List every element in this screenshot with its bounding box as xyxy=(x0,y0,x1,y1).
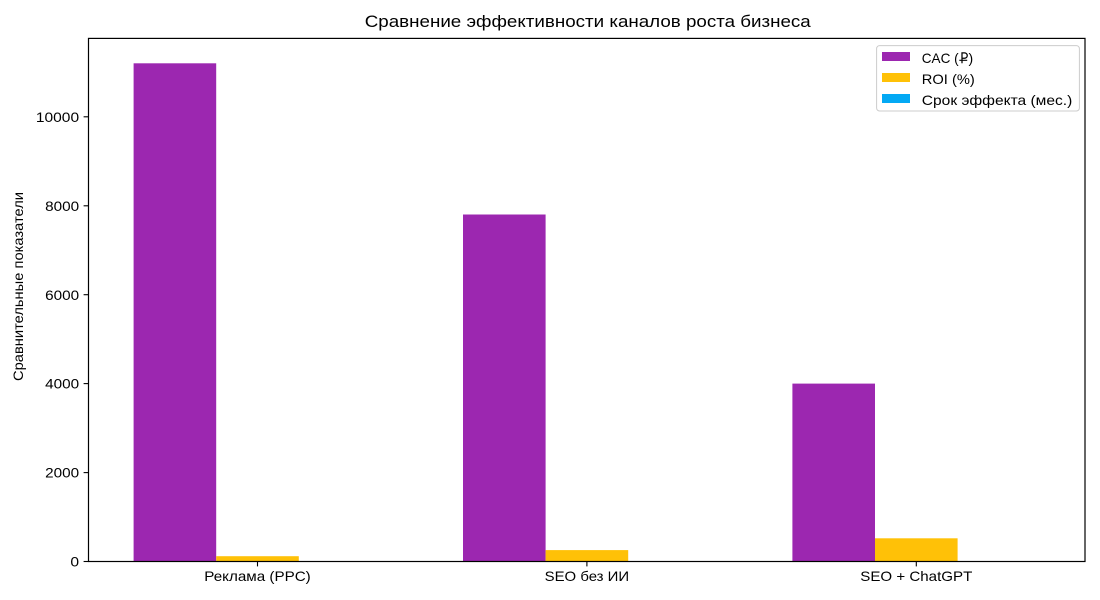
svg-text:Срок эффекта (мес.): Срок эффекта (мес.) xyxy=(922,92,1073,108)
svg-text:8000: 8000 xyxy=(45,198,79,214)
svg-text:ROI (%): ROI (%) xyxy=(922,71,975,87)
svg-text:4000: 4000 xyxy=(45,376,79,392)
svg-text:): ) xyxy=(969,50,974,66)
svg-text:Сравнение эффективности канало: Сравнение эффективности каналов роста би… xyxy=(365,12,812,31)
svg-text:CAC (: CAC ( xyxy=(922,50,959,66)
svg-text:SEO без ИИ: SEO без ИИ xyxy=(545,568,630,584)
svg-text:Реклама (PPC): Реклама (PPC) xyxy=(204,568,311,584)
svg-text:0: 0 xyxy=(70,554,79,570)
svg-text:SEO + ChatGPT: SEO + ChatGPT xyxy=(860,568,972,584)
svg-text:10000: 10000 xyxy=(36,109,79,125)
svg-text:2000: 2000 xyxy=(45,465,79,481)
svg-text:6000: 6000 xyxy=(45,287,79,303)
svg-text:Сравнительные показатели: Сравнительные показатели xyxy=(10,192,26,381)
